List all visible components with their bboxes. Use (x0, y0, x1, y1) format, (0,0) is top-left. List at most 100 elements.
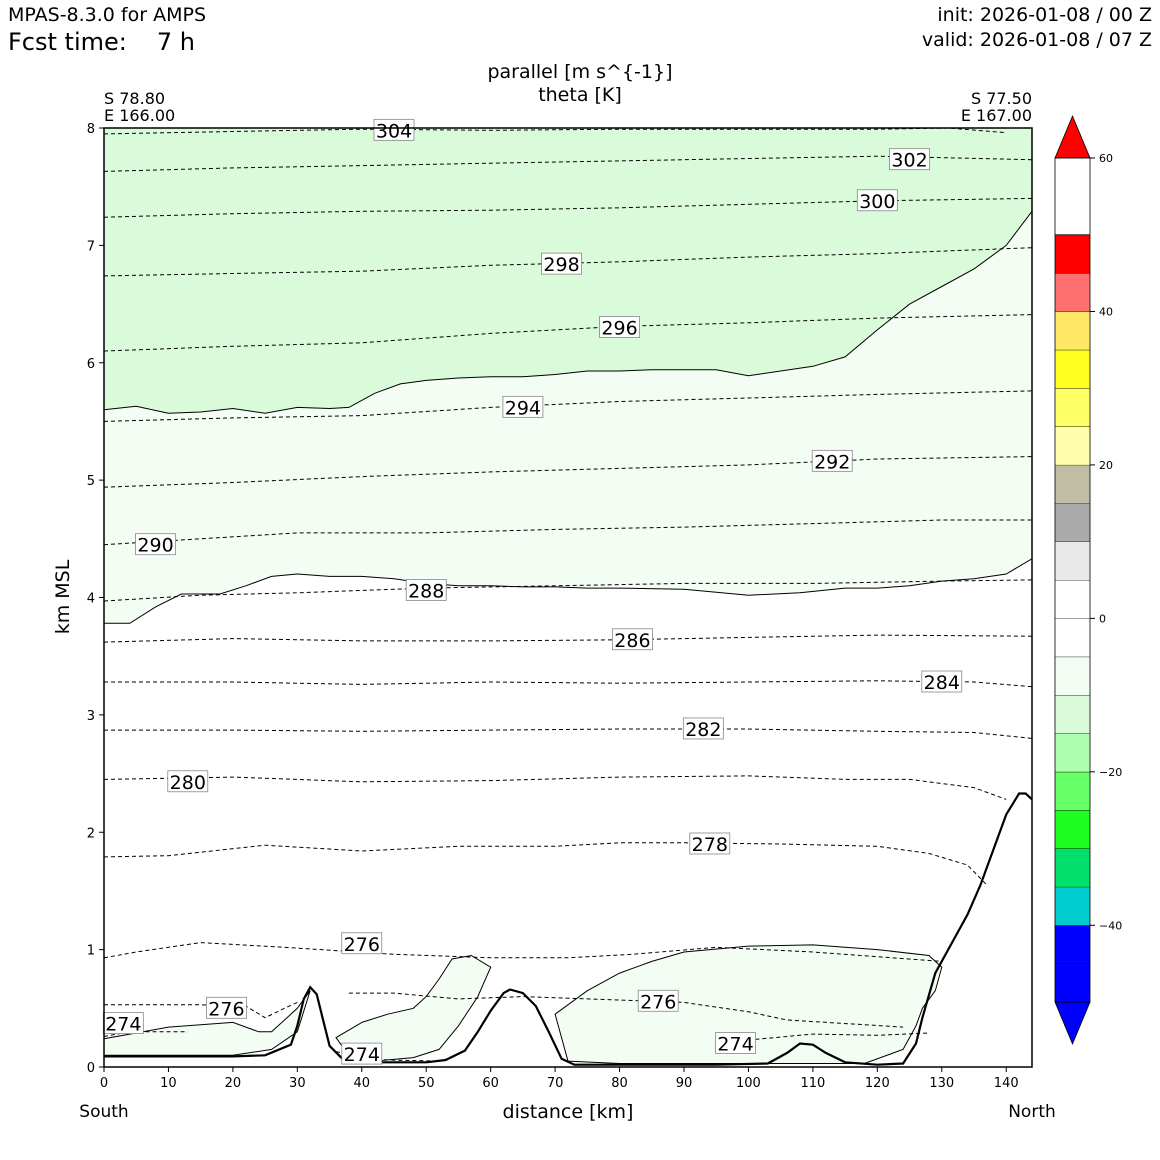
theta-label-box-284 (682, 717, 724, 740)
fill-region-minus5-low-0 (104, 990, 311, 1056)
theta-label-288: 286 (614, 630, 650, 652)
colorbar-segment-20 (1055, 426, 1090, 465)
colorbar-tick-label--40: −40 (1099, 919, 1122, 932)
theta-contour-292 (104, 519, 1032, 546)
theta-label-276: 276 (208, 998, 244, 1020)
theta-label-280: 278 (692, 834, 728, 856)
y-tick-label-7: 7 (87, 239, 95, 254)
theta-contour-294 (104, 456, 1032, 488)
theta-label-304: 302 (891, 150, 927, 172)
theta-label-298: 296 (601, 318, 637, 340)
x-tick-label-90: 90 (676, 1076, 693, 1091)
theta-contour-layer (104, 128, 1032, 1062)
theta-contour-282 (104, 775, 1007, 800)
forecast-time-value: 7 h (156, 28, 195, 56)
y-tick-label-2: 2 (87, 826, 95, 841)
left-end-lat: S 78.80 (104, 89, 165, 108)
x-tick-label-100: 100 (736, 1076, 761, 1091)
theta-label-box-288 (612, 628, 653, 651)
theta-label-box-280 (689, 832, 731, 855)
colorbar-segment-25 (1055, 388, 1090, 427)
theta-label-306: 304 (376, 120, 412, 142)
y-axis: 0 1 2 3 4 5 6 7 8 (87, 122, 104, 1076)
colorbar-tick-label-0: 0 (1099, 612, 1106, 625)
theta-label-box-292 (135, 533, 176, 556)
theta-label-box-282 (167, 770, 209, 793)
theta-contour-284 (104, 728, 1032, 739)
x-tick-label-120: 120 (865, 1076, 890, 1091)
colorbar-segment-45 (1055, 234, 1090, 274)
colorbar-tick-label-60: 60 (1099, 152, 1113, 165)
theta-contour-298 (104, 314, 1032, 352)
x-tick-label-110: 110 (800, 1076, 825, 1091)
right-end-lon: E 167.00 (961, 106, 1032, 125)
colorbar-over-arrow (1054, 114, 1091, 159)
colorbar-segment--15 (1055, 695, 1090, 734)
init-time: init: 2026-01-08 / 00 Z (937, 4, 1152, 26)
colorbar-segment--30 (1055, 810, 1090, 849)
x-tick-label-80: 80 (611, 1076, 628, 1091)
colorbar-segment-0 (1055, 580, 1090, 619)
x-axis: 0 10 20 30 40 50 60 70 80 90 100 110 120 130 140 (100, 1067, 1019, 1091)
chart-title-line1: parallel [m s^{-1}] (487, 61, 672, 83)
theta-label-box-286 (921, 670, 963, 693)
colorbar-frame (1054, 157, 1091, 1003)
x-tick-label-40: 40 (354, 1076, 371, 1091)
theta-contour-280 (104, 842, 988, 886)
y-tick-label-4: 4 (87, 592, 95, 607)
valid-time: valid: 2026-01-08 / 07 Z (921, 29, 1152, 51)
model-title: MPAS-8.3.0 for AMPS (8, 4, 207, 26)
y-tick-label-5: 5 (87, 474, 95, 489)
theta-contour-274 (104, 1031, 188, 1037)
colorbar-segment--45 (1055, 925, 1090, 964)
theta-label-296: 294 (505, 397, 541, 419)
theta-label-282: 280 (170, 772, 206, 794)
theta-label-274: 274 (717, 1034, 753, 1056)
theta-label-box-298 (599, 316, 640, 338)
terrain-line (104, 792, 1032, 1066)
theta-label-box-276 (637, 989, 679, 1012)
forecast-time: Fcst time: 7 h (8, 28, 195, 56)
x-tick-label-60: 60 (482, 1076, 499, 1091)
theta-label-box-294 (811, 449, 853, 472)
y-tick-label-1: 1 (87, 944, 95, 959)
y-tick-label-8: 8 (87, 122, 95, 137)
left-end-lon: E 166.00 (104, 106, 175, 125)
colorbar-segment--20 (1055, 733, 1090, 772)
x-tick-label-130: 130 (929, 1076, 954, 1091)
theta-label-284: 282 (685, 719, 721, 741)
wind-contour-line-0 (104, 210, 1032, 414)
theta-contour-276 (104, 1001, 298, 1019)
theta-label-294: 292 (814, 451, 850, 473)
theta-contour-290 (104, 579, 1032, 602)
colorbar-tick-label--20: −20 (1099, 766, 1122, 779)
theta-label-274: 274 (105, 1014, 141, 1036)
theta-contour-296 (104, 390, 1032, 422)
right-end-lat: S 77.50 (971, 89, 1032, 108)
colorbar-segment-15 (1055, 464, 1090, 504)
fill-region-minus5-upper (104, 211, 1032, 624)
x-axis-label: distance [km] (503, 1101, 634, 1123)
x-tick-label-70: 70 (547, 1076, 564, 1091)
theta-label-290: 288 (408, 580, 444, 602)
colorbar-segment-10 (1055, 503, 1090, 542)
colorbar-segment--35 (1055, 848, 1090, 887)
colorbar-tick-label-40: 40 (1099, 305, 1113, 318)
x-tick-label-20: 20 (225, 1076, 242, 1091)
x-tick-label-30: 30 (289, 1076, 306, 1091)
theta-contour-274 (748, 1032, 929, 1041)
x-tick-label-10: 10 (160, 1076, 177, 1091)
theta-label-box-306 (373, 118, 415, 141)
x-tick-label-140: 140 (994, 1076, 1019, 1091)
colorbar: −40 −20 0 20 40 60 (1054, 114, 1122, 1046)
theta-label-286: 284 (924, 672, 960, 694)
theta-label-box-274 (715, 1032, 756, 1054)
theta-label-box-304 (889, 148, 930, 171)
colorbar-segment-30 (1055, 349, 1090, 389)
theta-contour-278 (104, 942, 942, 962)
theta-contour-304 (104, 155, 1032, 172)
theta-contour-286 (104, 680, 1032, 688)
colorbar-segment--25 (1055, 771, 1090, 811)
theta-label-300: 298 (543, 254, 579, 276)
colorbar-under-arrow (1054, 1001, 1091, 1046)
